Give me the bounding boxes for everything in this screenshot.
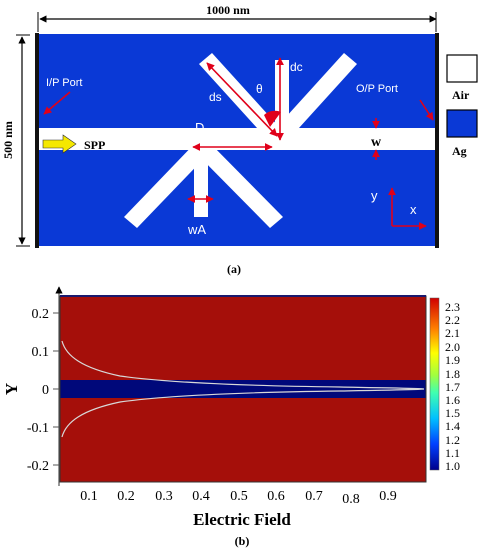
colorbar-tick-label: 2.0	[445, 340, 460, 354]
x-tick-label: 0.5	[230, 489, 248, 504]
y-tick-label: 0.1	[32, 345, 50, 360]
panel-a: 1000 nm 500 nm I/P Port O/P Port	[1, 3, 478, 276]
x-tick-label: 0.8	[342, 492, 360, 507]
caption-b: (b)	[235, 534, 250, 548]
height-label: 500 nm	[1, 121, 15, 159]
y-tick-label: 0	[42, 383, 49, 398]
w-label: w	[371, 135, 382, 150]
waveguide-field-band	[60, 380, 426, 398]
colorbar-tick-label: 1.9	[445, 353, 460, 367]
colorbar-tick-label: 1.7	[445, 380, 460, 394]
x-axis-label: Electric Field	[193, 510, 291, 529]
y-tick-label: -0.1	[27, 421, 49, 436]
legend-ag-label: Ag	[452, 144, 467, 158]
colorbar	[429, 297, 440, 471]
colorbar-tick-label: 1.8	[445, 367, 460, 381]
x-tick-label: 0.2	[117, 489, 135, 504]
colorbar-tick-label: 1.4	[445, 419, 460, 433]
y-tick-label: -0.2	[27, 459, 49, 474]
colorbar-tick-label: 1.1	[445, 446, 460, 460]
x-tick-label: 0.3	[155, 489, 173, 504]
wa-label: wA	[187, 222, 206, 237]
x-tick-label: 0.4	[192, 489, 210, 504]
legend-air-label: Air	[452, 88, 470, 102]
legend-ag-swatch	[446, 109, 478, 138]
input-port-label: I/P Port	[46, 77, 82, 89]
y-tick-label: 0.2	[32, 307, 50, 322]
bus-waveguide	[38, 128, 436, 150]
colorbar-tick-label: 1.2	[445, 433, 460, 447]
y-axis-label: Y	[2, 383, 21, 395]
legend-air-swatch	[446, 54, 478, 83]
theta-angle-wedge	[264, 110, 281, 127]
colorbar-tick-label: 2.1	[445, 326, 460, 340]
colorbar-tick-label: 1.6	[445, 393, 460, 407]
colorbar-tick-label: 2.3	[445, 300, 460, 314]
d-label: D	[195, 120, 204, 135]
width-label: 1000 nm	[206, 3, 250, 17]
colorbar-tick-label: 1.5	[445, 406, 460, 420]
theta-label: θ	[256, 82, 263, 96]
x-tick-label: 0.9	[379, 489, 397, 504]
lower-stub-left	[124, 138, 213, 228]
field-profile-curve	[61, 340, 425, 438]
lower-center-stub	[194, 140, 208, 217]
input-port-arrow	[43, 91, 71, 115]
spp-label: SPP	[84, 138, 105, 152]
ds-label: ds	[209, 90, 222, 104]
lower-stub-right	[192, 138, 283, 228]
colorbar-tick-label: 2.2	[445, 313, 460, 327]
output-port-arrow	[419, 99, 434, 121]
colorbar-ticks: 2.3 2.2 2.1 2.0 1.9 1.8 1.7 1.6 1.5 1.4 …	[445, 300, 460, 473]
y-axis-indicator-label: y	[371, 188, 378, 203]
output-port-bar	[435, 33, 439, 248]
input-port-bar	[35, 33, 39, 248]
colorbar-tick-label: 1.0	[445, 459, 460, 473]
panel-b: 0.2 0.1 0 -0.1 -0.2 Y 0.1 0.2 0.3 0.4 0.…	[2, 286, 460, 548]
upper-center-stub	[275, 60, 289, 140]
x-tick-label: 0.7	[305, 489, 323, 504]
dc-label: dc	[290, 60, 303, 74]
ds-dimension-arrow	[206, 62, 278, 137]
spp-arrow-icon	[42, 134, 77, 154]
x-axis-indicator-label: x	[410, 202, 417, 217]
output-port-label: O/P Port	[356, 83, 398, 95]
x-tick-label: 0.6	[267, 489, 285, 504]
x-tick-label: 0.1	[80, 489, 98, 504]
caption-a: (a)	[227, 262, 241, 276]
